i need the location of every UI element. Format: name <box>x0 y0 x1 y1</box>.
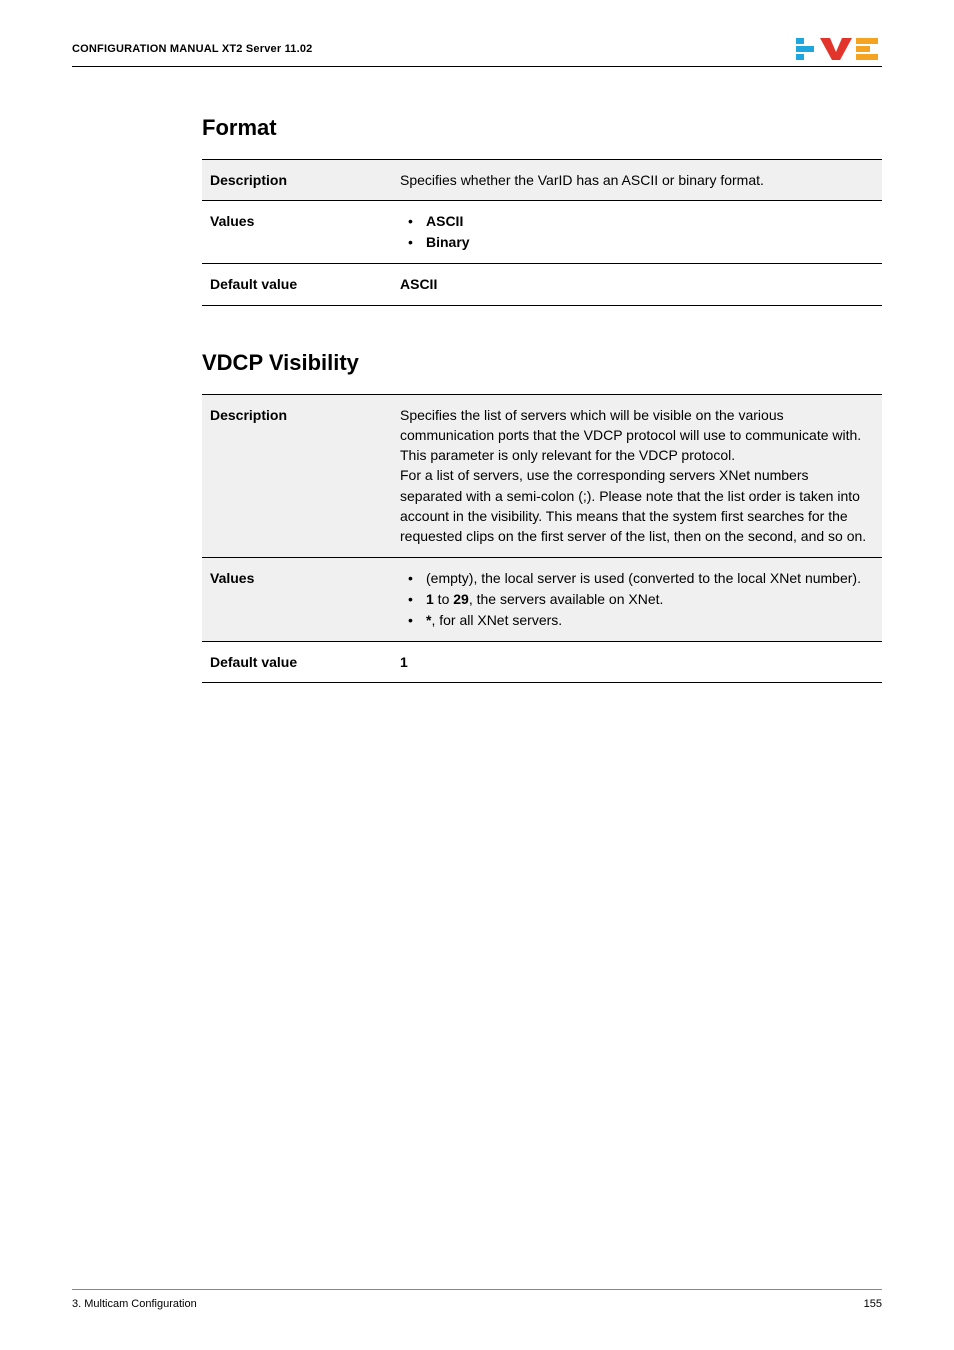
value-item: ASCII <box>404 211 870 232</box>
row-label: Default value <box>202 641 392 682</box>
value-item: (empty), the local server is used (conve… <box>404 568 870 589</box>
content-area: Format Description Specifies whether the… <box>72 115 882 683</box>
row-value: Specifies whether the VarID has an ASCII… <box>392 160 882 201</box>
row-value: ASCII <box>392 264 882 305</box>
page-header: CONFIGURATION MANUAL XT2 Server 11.02 <box>72 38 882 67</box>
footer-left: 3. Multicam Configuration <box>72 1298 197 1310</box>
page-footer: 3. Multicam Configuration 155 <box>72 1289 882 1310</box>
value-item: *, for all XNet servers. <box>404 610 870 631</box>
evs-logo <box>796 38 882 60</box>
table-row: Default value ASCII <box>202 264 882 305</box>
row-label: Description <box>202 160 392 201</box>
row-label: Values <box>202 201 392 264</box>
row-label: Values <box>202 557 392 641</box>
row-label: Default value <box>202 264 392 305</box>
header-title: CONFIGURATION MANUAL XT2 Server 11.02 <box>72 43 313 55</box>
table-row: Values ASCII Binary <box>202 201 882 264</box>
section-heading-format: Format <box>202 115 882 141</box>
footer-page-number: 155 <box>864 1298 882 1310</box>
vdcp-table: Description Specifies the list of server… <box>202 394 882 683</box>
table-row: Values (empty), the local server is used… <box>202 557 882 641</box>
table-row: Default value 1 <box>202 641 882 682</box>
value-item: 1 to 29, the servers available on XNet. <box>404 589 870 610</box>
section-heading-vdcp: VDCP Visibility <box>202 350 882 376</box>
row-value: Specifies the list of servers which will… <box>392 394 882 557</box>
row-value: (empty), the local server is used (conve… <box>392 557 882 641</box>
row-label: Description <box>202 394 392 557</box>
value-item: Binary <box>404 232 870 253</box>
table-row: Description Specifies whether the VarID … <box>202 160 882 201</box>
row-value: ASCII Binary <box>392 201 882 264</box>
format-table: Description Specifies whether the VarID … <box>202 159 882 306</box>
row-value: 1 <box>392 641 882 682</box>
table-row: Description Specifies the list of server… <box>202 394 882 557</box>
